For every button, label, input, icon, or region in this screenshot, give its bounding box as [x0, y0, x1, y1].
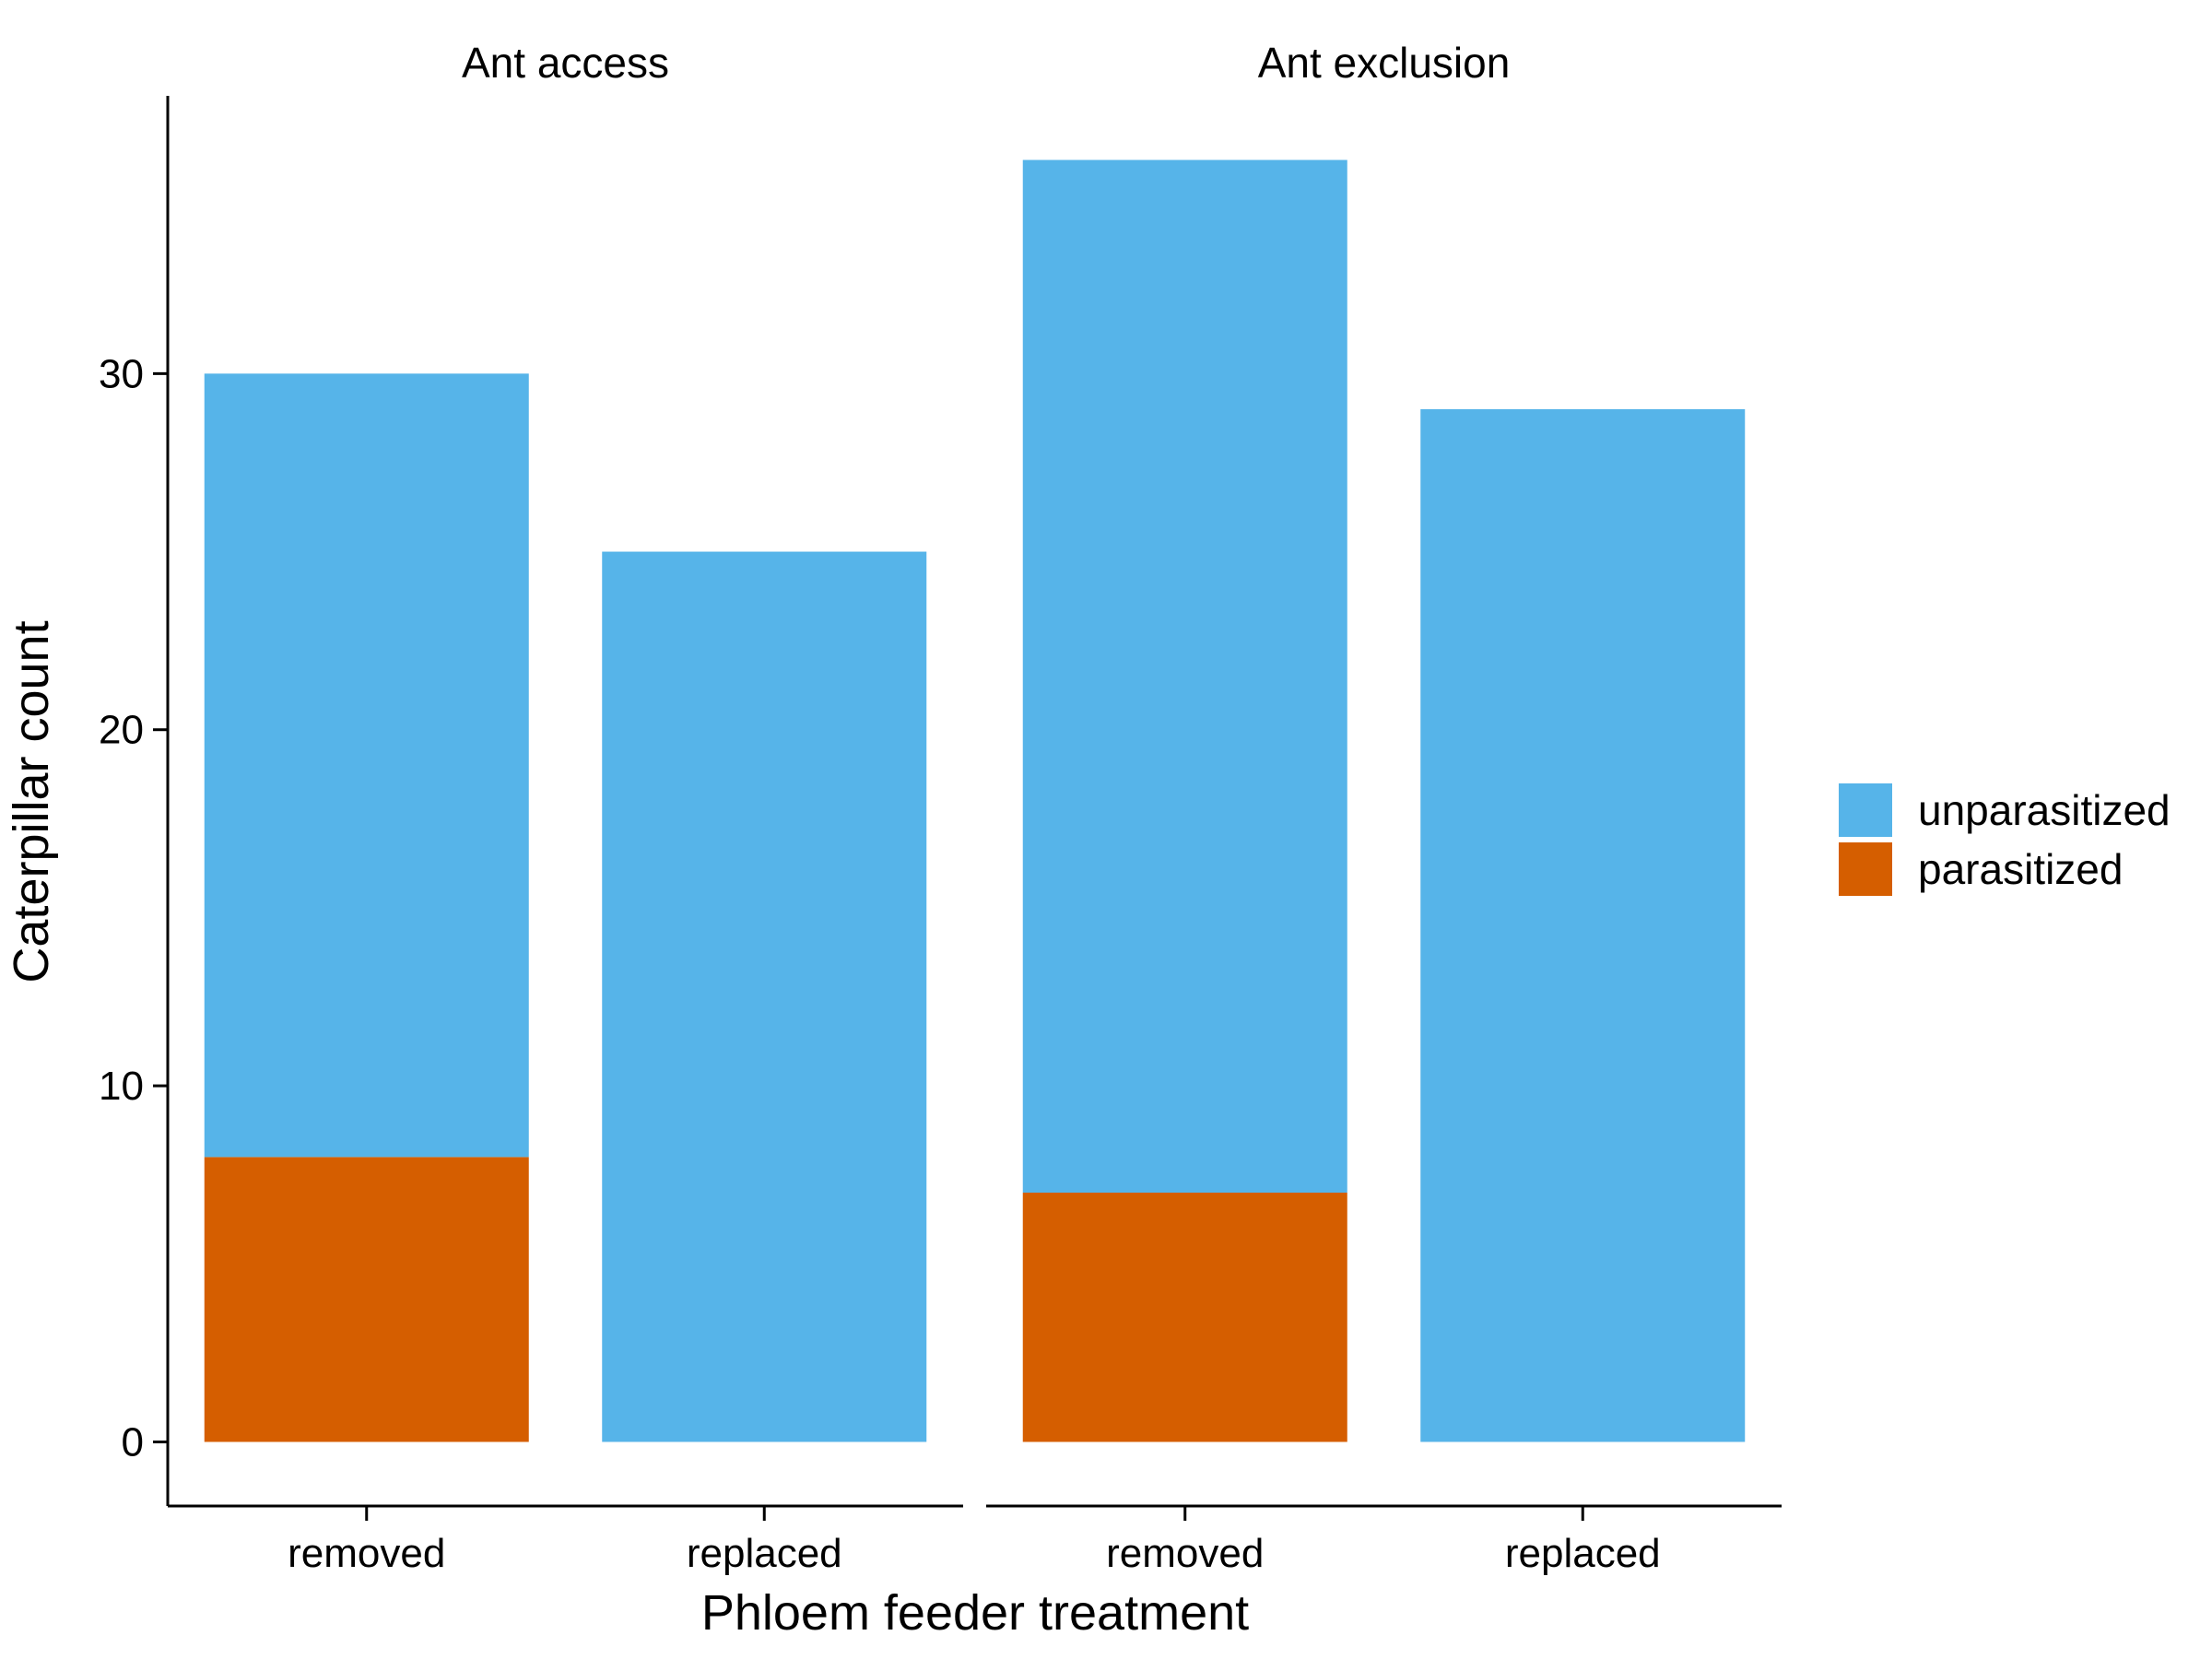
y-axis-title: Caterpillar count [4, 620, 59, 982]
y-tick-label: 30 [99, 351, 144, 396]
legend-swatch-parasitized [1839, 842, 1892, 896]
y-tick-label: 0 [122, 1419, 144, 1465]
bar-parasitized [204, 1157, 529, 1442]
y-tick-label: 10 [99, 1064, 144, 1109]
legend: unparasitized parasitized [1839, 783, 2171, 896]
y-axis: 0 10 20 30 [99, 96, 170, 1506]
legend-label-parasitized: parasitized [1918, 845, 2123, 893]
facet-title: Ant access [462, 39, 669, 87]
bar-unparasitized [204, 373, 529, 1158]
x-axis-title: Phloem feeder treatment [701, 1585, 1249, 1641]
x-tick-label: removed [1106, 1531, 1264, 1576]
bar-unparasitized [602, 551, 927, 1442]
bar-unparasitized [1420, 409, 1746, 1442]
facet-panel-0: Ant access removed replaced [168, 39, 963, 1576]
y-tick-label: 20 [99, 708, 144, 753]
facet-title: Ant exclusion [1258, 39, 1511, 87]
facet-panels: Ant access removed replaced Ant exclusion re… [168, 39, 1782, 1576]
x-tick-label: replaced [1505, 1531, 1661, 1576]
bar-unparasitized [1022, 159, 1347, 1194]
legend-swatch-unparasitized [1839, 783, 1892, 837]
legend-label-unparasitized: unparasitized [1918, 786, 2171, 834]
x-tick-label: replaced [687, 1531, 842, 1576]
facet-panel-1: Ant exclusion removed replaced [986, 39, 1782, 1576]
bar-parasitized [1022, 1193, 1347, 1442]
x-tick-label: removed [288, 1531, 445, 1576]
